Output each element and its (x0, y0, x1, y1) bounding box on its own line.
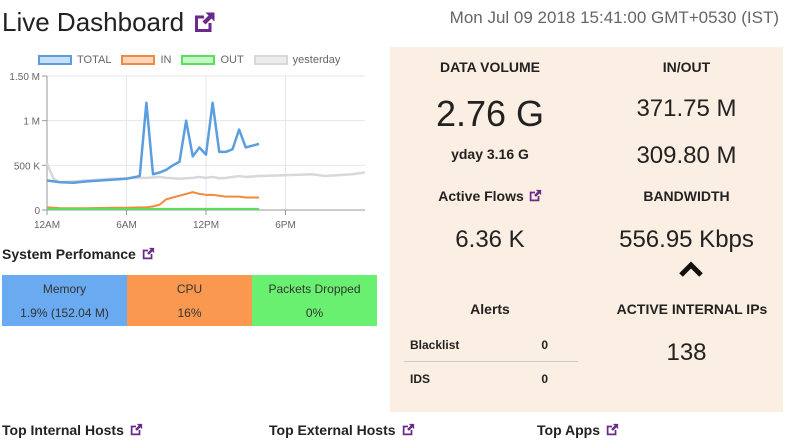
alert-count: 0 (541, 371, 548, 386)
external-link-icon[interactable] (129, 423, 143, 437)
top-external-hosts-heading[interactable]: Top External Hosts (269, 422, 415, 438)
packets-dropped-stat: Packets Dropped 0% (252, 275, 377, 326)
table-row: Blacklist 0 (404, 329, 578, 362)
top-internal-hosts-heading[interactable]: Top Internal Hosts (2, 422, 143, 438)
external-link-icon[interactable] (401, 423, 415, 437)
external-link-icon[interactable] (528, 189, 542, 203)
legend-swatch-in (121, 55, 156, 65)
packets-dropped-label: Packets Dropped (268, 281, 361, 296)
top-internal-hosts-label: Top Internal Hosts (2, 422, 124, 438)
active-internal-ips-heading: ACTIVE INTERNAL IPs (616, 301, 768, 317)
legend-item-yesterday[interactable]: yesterday (253, 54, 341, 66)
page-title: Live Dashboard (2, 7, 185, 37)
yday-volume: yday 3.16 G (451, 146, 529, 162)
active-internal-ips-value: 138 (666, 339, 707, 366)
alert-count: 0 (541, 338, 548, 352)
x-tick-label: 6AM (116, 220, 137, 231)
legend-label-in: IN (160, 54, 172, 66)
data-volume-heading: DATA VOLUME (439, 59, 541, 75)
summary-panel: DATA VOLUME 2.76 G yday 3.16 G IN/OUT 37… (390, 47, 783, 412)
x-tick-label: 12PM (193, 220, 219, 231)
current-datetime: Mon Jul 09 2018 15:41:00 GMT+0530 (IST) (449, 8, 779, 27)
x-tick-label: 12AM (34, 220, 60, 231)
active-flows-heading[interactable]: Active Flows (390, 188, 590, 204)
series-line-total (46, 101, 260, 185)
alerts-heading: Alerts (470, 301, 510, 317)
legend-swatch-total (38, 55, 72, 65)
chart-legend: TOTAL IN OUT yesterday (38, 54, 350, 66)
top-external-hosts-label: Top External Hosts (269, 422, 396, 438)
table-row: IDS 0 (404, 362, 578, 395)
legend-swatch-out (181, 55, 216, 65)
out-value: 309.80 M (636, 142, 737, 169)
cpu-stat: CPU 16% (127, 275, 252, 326)
memory-value: 1.9% (152.04 M) (20, 305, 109, 320)
external-link-icon[interactable] (141, 247, 155, 261)
system-performance-label: System Perfomance (2, 246, 136, 262)
top-apps-label: Top Apps (537, 422, 600, 438)
y-tick-label: 1 M (23, 117, 40, 128)
system-performance-heading[interactable]: System Perfomance (2, 246, 155, 262)
in-value: 371.75 M (636, 95, 737, 122)
memory-stat: Memory 1.9% (152.04 M) (2, 275, 127, 326)
bandwidth-heading: BANDWIDTH (643, 188, 730, 204)
legend-item-out[interactable]: OUT (181, 54, 244, 66)
top-apps-heading[interactable]: Top Apps (537, 422, 619, 438)
external-link-icon[interactable] (192, 11, 216, 35)
alert-name: Blacklist (410, 338, 460, 352)
alerts-table: Blacklist 0 IDS 0 (404, 329, 578, 395)
cpu-label: CPU (176, 281, 203, 296)
system-stats: Memory 1.9% (152.04 M) CPU 16% Packets D… (2, 275, 377, 326)
x-tick-label: 6PM (275, 220, 296, 231)
alert-name: IDS (410, 371, 431, 386)
page-title-row: Live Dashboard (2, 7, 216, 38)
external-link-icon[interactable] (605, 423, 619, 437)
data-volume-value: 2.76 G (435, 93, 545, 134)
active-flows-label: Active Flows (438, 188, 524, 204)
traffic-chart[interactable]: 0 500 K 1 M 1.50 M 12AM 6AM 12PM 6PM (0, 68, 370, 238)
y-tick-label: 0 (34, 206, 40, 217)
legend-label-out: OUT (220, 54, 244, 66)
legend-label-yesterday: yesterday (292, 54, 341, 66)
series-line-in (46, 191, 259, 210)
inout-heading: IN/OUT (662, 59, 711, 75)
legend-item-total[interactable]: TOTAL (38, 54, 111, 66)
memory-label: Memory (42, 281, 87, 296)
legend-label-total: TOTAL (77, 54, 112, 66)
y-tick-label: 1.50 M (9, 72, 40, 83)
legend-swatch-yesterday (253, 55, 288, 65)
cpu-value: 16% (177, 305, 202, 320)
y-tick-label: 500 K (14, 161, 40, 172)
bandwidth-value: 556.95 Kbps (619, 226, 754, 253)
active-flows-value: 6.36 K (455, 226, 525, 253)
legend-item-in[interactable]: IN (121, 54, 171, 66)
packets-dropped-value: 0% (305, 305, 324, 320)
chevron-up-icon (678, 260, 704, 283)
